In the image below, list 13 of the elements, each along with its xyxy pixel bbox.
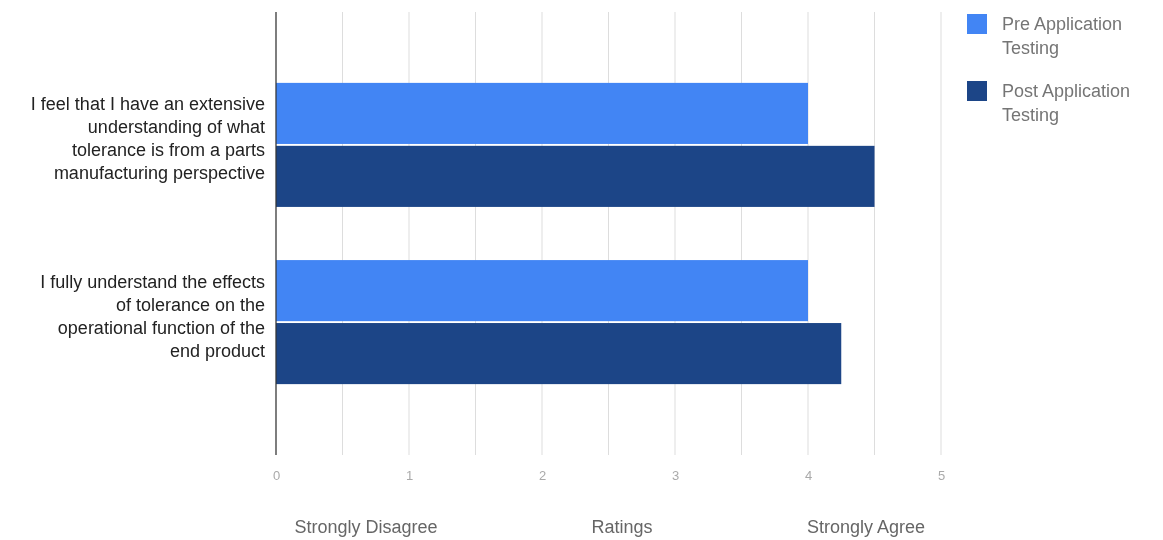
y-tick-label: I fully understand the effects of tolerance on the operational function of the end product — [40, 271, 265, 361]
legend-label: Post Application Testing — [1002, 81, 1131, 125]
text: Strongly Agree — [806, 517, 926, 537]
x-tick-label: 2 — [538, 468, 547, 484]
x-tick-label: 4 — [804, 468, 813, 484]
x-tick-label: 3 — [671, 468, 680, 484]
y-tick-label: I feel that I have an extensive understanding of what tolerance is from a parts manufacturing perspective — [30, 94, 265, 184]
x-tick-label: 1 — [405, 468, 414, 484]
x-axis-title: Ratings — [591, 517, 653, 537]
text: Strongly Disagree — [294, 517, 438, 537]
legend-label: Pre Application Testing — [1002, 14, 1123, 58]
x-tick-label: 0 — [272, 468, 281, 484]
x-tick-label: 5 — [937, 468, 946, 484]
